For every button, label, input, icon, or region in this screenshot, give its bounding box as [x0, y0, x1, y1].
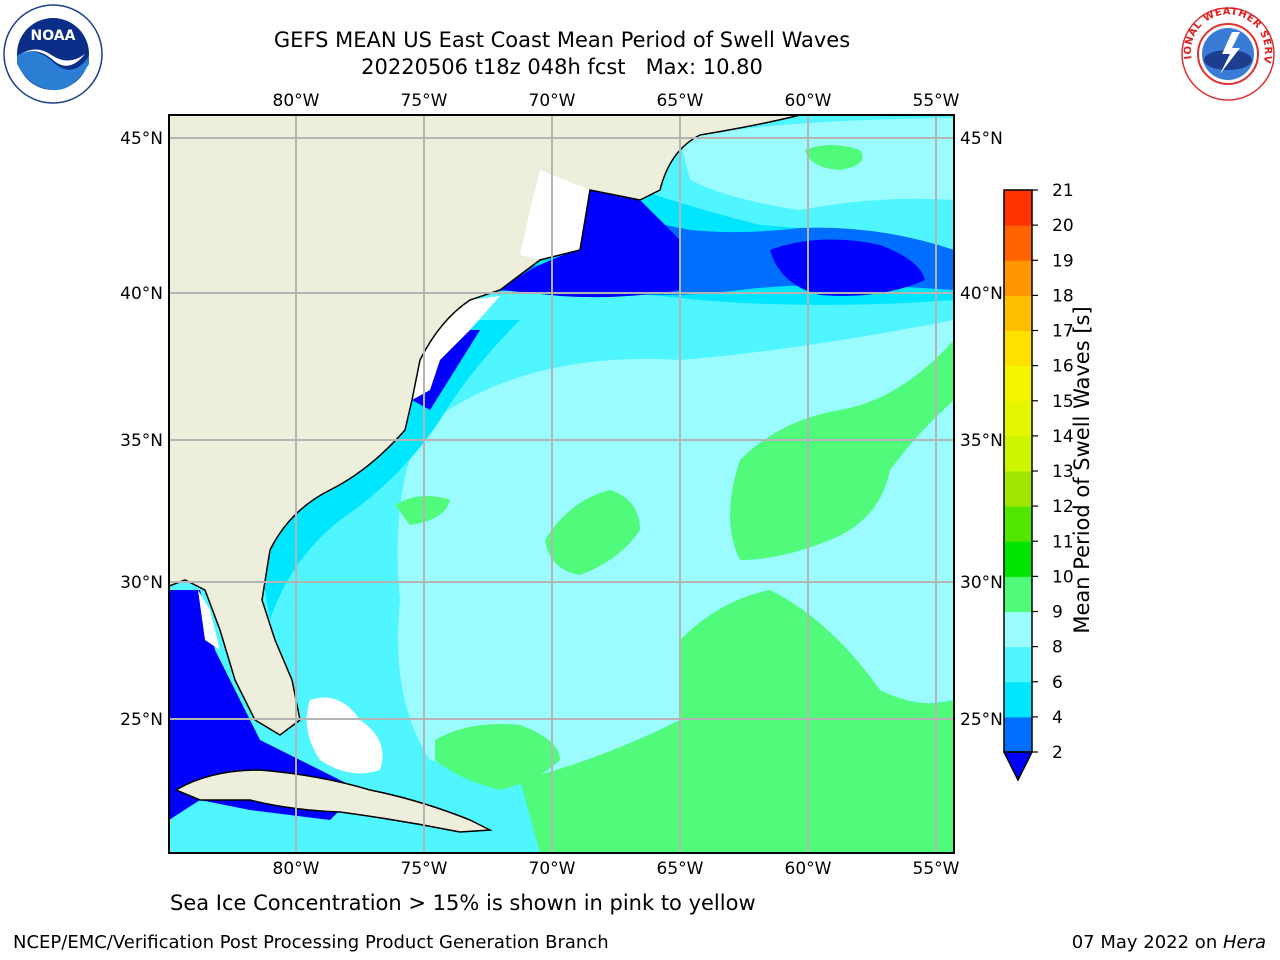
lat-ticks-left: 45°N 40°N 35°N 30°N 25°N	[120, 129, 163, 730]
colorbar-tick-label: 20	[1052, 216, 1074, 236]
colorbar-tick-label: 10	[1052, 567, 1074, 587]
colorbar-tick-label: 15	[1052, 392, 1074, 412]
colorbar-segment	[1004, 190, 1032, 226]
lon-tick-label: 65°W	[657, 859, 704, 879]
colorbar-segment	[1004, 471, 1032, 507]
lat-tick-label: 30°N	[960, 573, 1003, 593]
mask-shelf-northeast	[520, 170, 590, 260]
colorbar-tick-label: 8	[1052, 638, 1063, 658]
lon-tick-label: 75°W	[401, 859, 448, 879]
colorbar-tick-label: 19	[1052, 251, 1074, 271]
colorbar-tick-label: 2	[1052, 743, 1063, 763]
lon-tick-label: 80°W	[273, 859, 320, 879]
map-field	[169, 115, 954, 853]
lon-tick-label: 70°W	[529, 91, 576, 111]
lon-tick-label: 55°W	[913, 859, 960, 879]
lat-tick-label: 30°N	[120, 573, 163, 593]
noaa-logo: NOAA	[3, 4, 103, 104]
colorbar-tick-label: 13	[1052, 462, 1074, 482]
colorbar-segment	[1004, 330, 1032, 367]
lon-tick-label: 65°W	[657, 91, 704, 111]
lat-tick-label: 25°N	[120, 710, 163, 730]
lat-tick-label: 25°N	[960, 710, 1003, 730]
footer-date: 07 May 2022 on Hera	[1072, 932, 1266, 954]
noaa-logo-text: NOAA	[31, 28, 76, 44]
swell-region-9-10-south	[435, 724, 560, 790]
colorbar-segment	[1004, 225, 1032, 261]
chart-title: GEFS MEAN US East Coast Mean Period of S…	[273, 28, 851, 52]
lat-tick-label: 45°N	[120, 129, 163, 149]
colorbar-tick-label: 18	[1052, 286, 1074, 306]
colorbar: 2 4 6 8 9 10 11 12 13 14 15 16 17 18 19 20 21	[1002, 181, 1074, 782]
map-gridlines	[169, 115, 954, 853]
swell-region-9-10-mid	[730, 340, 954, 560]
colorbar-tick-label: 4	[1052, 708, 1063, 728]
swell-region-below-2-north	[500, 190, 680, 298]
swell-region-9-10-north	[805, 145, 863, 170]
lat-tick-label: 40°N	[120, 284, 163, 304]
lat-ticks-right: 45°N 40°N 35°N 30°N 25°N	[960, 129, 1003, 730]
lon-tick-label: 80°W	[273, 91, 320, 111]
colorbar-segment	[1004, 295, 1032, 331]
swell-region-9-10-southeast	[520, 590, 954, 853]
colorbar-tick-label: 16	[1052, 357, 1074, 377]
colorbar-tick-label: 9	[1052, 603, 1063, 623]
colorbar-tick-label: 12	[1052, 497, 1074, 517]
lat-tick-label: 35°N	[120, 431, 163, 451]
footer-date-text: 07 May 2022 on	[1071, 932, 1223, 953]
land-north-america	[169, 115, 800, 735]
colorbar-segment	[1004, 435, 1032, 472]
swell-region-9-10-center	[545, 490, 640, 575]
mask-shelf-midatlantic	[412, 296, 500, 400]
colorbar-segment	[1004, 506, 1032, 542]
lon-tick-label: 60°W	[785, 91, 832, 111]
swell-region-9-10-west	[395, 496, 450, 525]
chart-subtitle: 20220506 t18z 048h fcst Max: 10.80	[361, 55, 763, 79]
colorbar-tick-label: 21	[1052, 181, 1074, 201]
lat-tick-label: 40°N	[960, 284, 1003, 304]
mask-bahamas	[306, 697, 383, 774]
colorbar-segment	[1004, 576, 1032, 612]
colorbar-segment	[1004, 260, 1032, 296]
lon-tick-label: 55°W	[913, 91, 960, 111]
footer-credit: NCEP/EMC/Verification Post Processing Pr…	[13, 932, 609, 953]
colorbar-under-arrow	[1002, 751, 1034, 782]
lon-ticks-bottom: 80°W 75°W 70°W 65°W 60°W 55°W	[273, 859, 960, 879]
coastline-cuba	[174, 769, 493, 833]
colorbar-segment	[1004, 400, 1032, 437]
lat-tick-label: 45°N	[960, 129, 1003, 149]
colorbar-tick-label: 14	[1052, 427, 1074, 447]
colorbar-segment	[1004, 681, 1032, 718]
lon-ticks-top: 80°W 75°W 70°W 65°W 60°W 55°W	[273, 91, 960, 111]
mask-gulf	[198, 590, 220, 650]
colorbar-tick-label: 11	[1052, 532, 1074, 552]
swell-region-4-6-coast	[260, 320, 520, 620]
colorbar-segment	[1004, 541, 1032, 577]
swell-region-below-2-gulf	[169, 590, 360, 820]
colorbar-segment	[1004, 611, 1032, 648]
lon-tick-label: 75°W	[401, 91, 448, 111]
land-cuba	[176, 770, 490, 832]
map-frame	[168, 114, 955, 854]
lon-tick-label: 60°W	[785, 859, 832, 879]
footer-host: Hera	[1222, 932, 1266, 953]
colorbar-label: Mean Period of Swell Waves [s]	[1070, 306, 1094, 634]
lat-tick-label: 35°N	[960, 431, 1003, 451]
lon-tick-label: 70°W	[529, 859, 576, 879]
colorbar-segment	[1004, 716, 1032, 753]
nws-logo: NATIONAL WEATHER SERVICE	[1178, 2, 1275, 101]
colorbar-tick-label: 17	[1052, 322, 1074, 342]
colorbar-segment	[1004, 365, 1032, 402]
colorbar-tick-label: 6	[1052, 673, 1063, 693]
colorbar-segment	[1004, 646, 1032, 683]
sea-ice-caption: Sea Ice Concentration > 15% is shown in …	[170, 891, 756, 915]
